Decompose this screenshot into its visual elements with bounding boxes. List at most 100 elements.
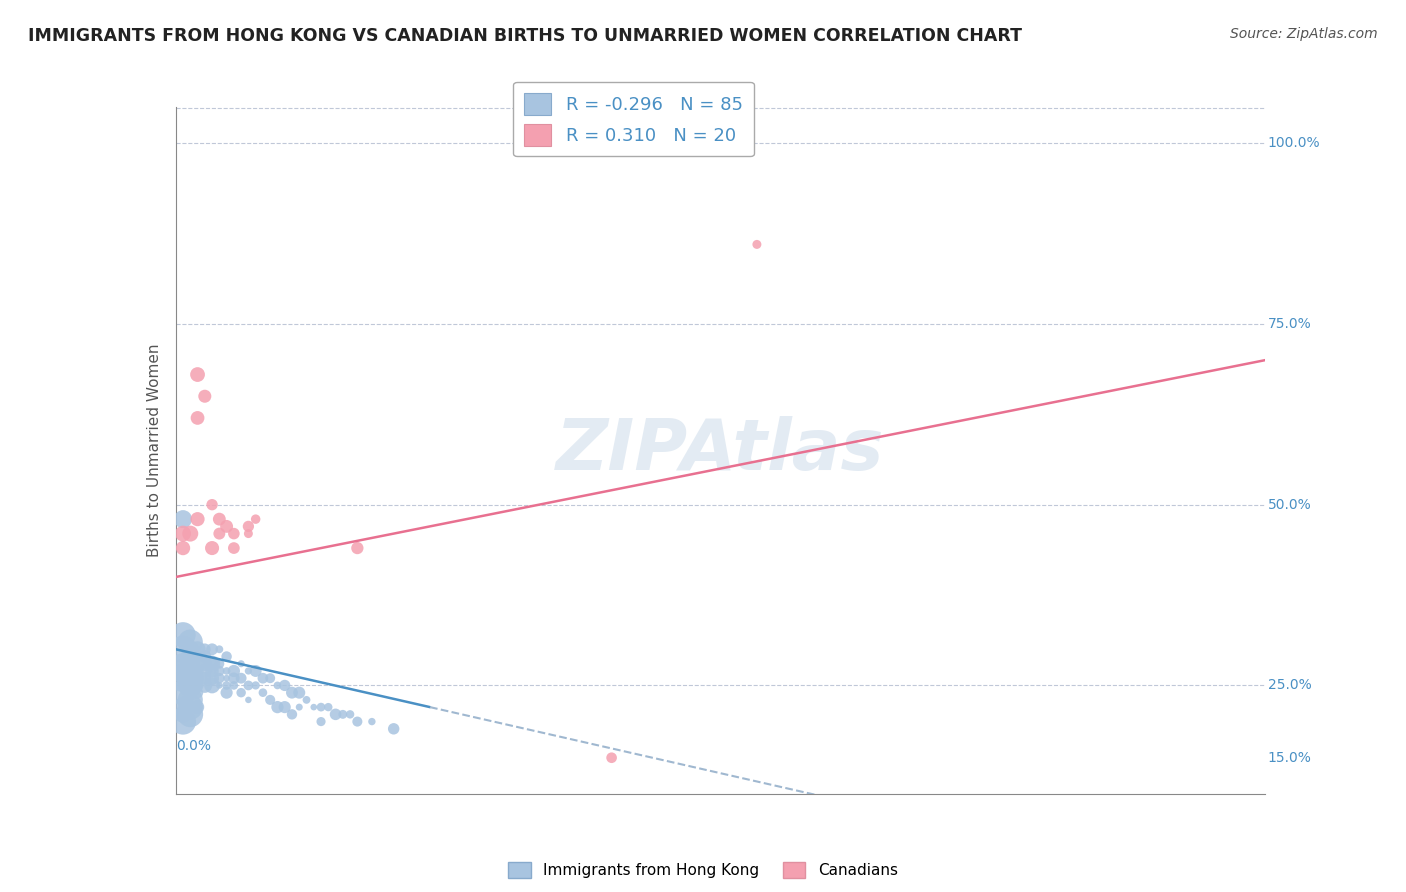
- Point: [208, 526, 231, 541]
- Point: [172, 700, 194, 714]
- Point: [208, 642, 231, 657]
- Point: [172, 664, 194, 678]
- Point: [194, 649, 217, 664]
- Point: [179, 526, 201, 541]
- Text: 15.0%: 15.0%: [1268, 751, 1312, 764]
- Point: [745, 237, 768, 252]
- Point: [179, 642, 201, 657]
- Y-axis label: Births to Unmarried Women: Births to Unmarried Women: [146, 343, 162, 558]
- Point: [266, 678, 288, 692]
- Point: [346, 714, 368, 729]
- Point: [238, 678, 260, 692]
- Point: [215, 686, 238, 700]
- Point: [201, 642, 224, 657]
- Point: [238, 664, 260, 678]
- Point: [179, 657, 201, 671]
- Point: [360, 714, 382, 729]
- Point: [186, 678, 209, 692]
- Point: [274, 700, 297, 714]
- Point: [215, 678, 238, 692]
- Point: [201, 678, 224, 692]
- Point: [222, 541, 245, 555]
- Point: [309, 714, 332, 729]
- Point: [201, 657, 224, 671]
- Point: [238, 519, 260, 533]
- Point: [172, 714, 194, 729]
- Point: [186, 671, 209, 685]
- Point: [186, 649, 209, 664]
- Point: [179, 707, 201, 722]
- Point: [346, 541, 368, 555]
- Point: [186, 657, 209, 671]
- Point: [172, 707, 194, 722]
- Point: [222, 526, 245, 541]
- Point: [325, 707, 347, 722]
- Point: [186, 642, 209, 657]
- Point: [382, 722, 405, 736]
- Point: [186, 700, 209, 714]
- Point: [201, 657, 224, 671]
- Point: [295, 693, 318, 707]
- Point: [215, 664, 238, 678]
- Point: [186, 686, 209, 700]
- Text: 25.0%: 25.0%: [1268, 679, 1312, 692]
- Point: [231, 657, 253, 671]
- Point: [281, 686, 304, 700]
- Point: [339, 707, 361, 722]
- Point: [194, 657, 217, 671]
- Point: [245, 678, 267, 692]
- Text: 75.0%: 75.0%: [1268, 317, 1312, 331]
- Point: [194, 678, 217, 692]
- Point: [172, 628, 194, 642]
- Point: [208, 671, 231, 685]
- Text: ZIPAtlas: ZIPAtlas: [557, 416, 884, 485]
- Point: [215, 671, 238, 685]
- Text: 0.0%: 0.0%: [176, 739, 211, 753]
- Point: [172, 642, 194, 657]
- Point: [179, 649, 201, 664]
- Point: [186, 512, 209, 526]
- Point: [238, 693, 260, 707]
- Text: 50.0%: 50.0%: [1268, 498, 1312, 512]
- Point: [208, 664, 231, 678]
- Point: [172, 686, 194, 700]
- Point: [194, 389, 217, 403]
- Point: [179, 700, 201, 714]
- Point: [259, 693, 281, 707]
- Point: [245, 664, 267, 678]
- Point: [288, 700, 311, 714]
- Point: [332, 707, 354, 722]
- Point: [222, 678, 245, 692]
- Point: [252, 671, 274, 685]
- Point: [281, 707, 304, 722]
- Point: [231, 686, 253, 700]
- Legend: R = -0.296   N = 85, R = 0.310   N = 20: R = -0.296 N = 85, R = 0.310 N = 20: [513, 82, 754, 156]
- Point: [266, 700, 288, 714]
- Point: [179, 671, 201, 685]
- Point: [215, 519, 238, 533]
- Point: [274, 678, 297, 692]
- Point: [194, 664, 217, 678]
- Point: [318, 700, 340, 714]
- Point: [194, 671, 217, 685]
- Point: [179, 635, 201, 649]
- Point: [252, 686, 274, 700]
- Point: [222, 671, 245, 685]
- Point: [201, 671, 224, 685]
- Point: [208, 678, 231, 692]
- Point: [222, 664, 245, 678]
- Point: [186, 368, 209, 382]
- Point: [179, 693, 201, 707]
- Text: 100.0%: 100.0%: [1268, 136, 1320, 150]
- Point: [208, 512, 231, 526]
- Point: [186, 664, 209, 678]
- Legend: Immigrants from Hong Kong, Canadians: Immigrants from Hong Kong, Canadians: [502, 856, 904, 884]
- Point: [179, 678, 201, 692]
- Text: Source: ZipAtlas.com: Source: ZipAtlas.com: [1230, 27, 1378, 41]
- Point: [186, 411, 209, 425]
- Point: [172, 671, 194, 685]
- Point: [238, 526, 260, 541]
- Point: [201, 498, 224, 512]
- Point: [259, 671, 281, 685]
- Point: [245, 512, 267, 526]
